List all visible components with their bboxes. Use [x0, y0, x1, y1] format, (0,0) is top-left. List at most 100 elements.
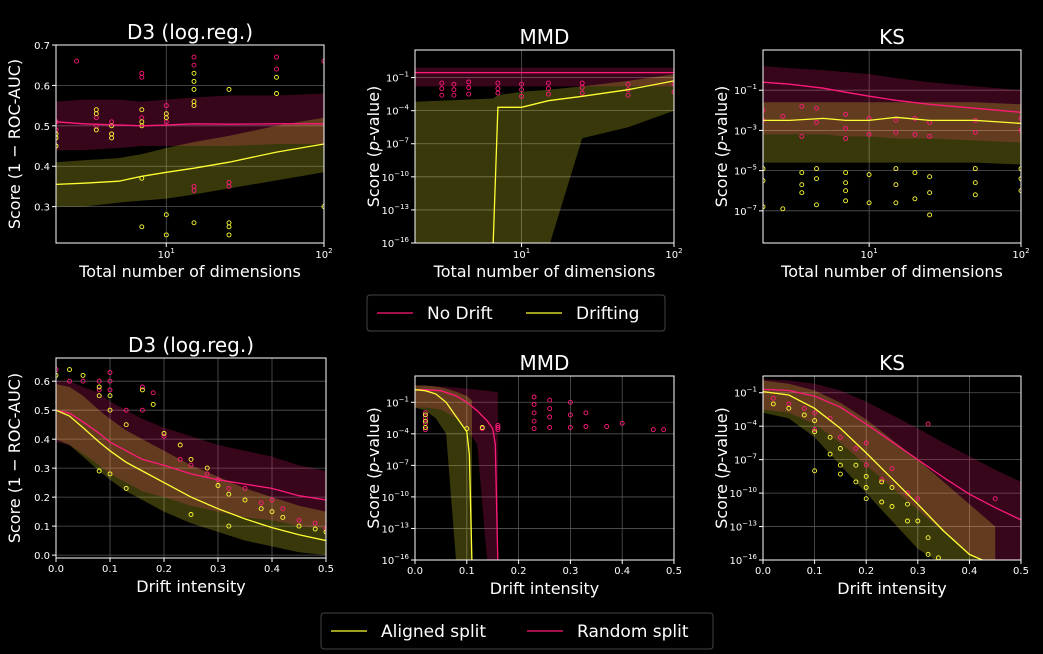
- data-point: [107, 370, 113, 375]
- tick-base: 10: [381, 524, 394, 535]
- data-point: [312, 526, 318, 532]
- chart-title: KS: [879, 25, 905, 49]
- data-point: [280, 514, 286, 520]
- data-point: [837, 462, 843, 468]
- data-point: [191, 62, 197, 68]
- data-point: [107, 471, 113, 477]
- data-point: [866, 131, 872, 137]
- x-tick-label: 101: [513, 247, 530, 261]
- data-point: [925, 421, 931, 427]
- data-point: [321, 204, 324, 210]
- x-tick-label: 102: [315, 247, 332, 261]
- y-tick-label: 0.2: [34, 493, 50, 504]
- data-point: [863, 462, 869, 468]
- tick-base: 10: [158, 250, 171, 261]
- tick-base: 10: [734, 422, 747, 433]
- tick-base: 10: [729, 489, 742, 500]
- data-point: [893, 182, 899, 188]
- y-tick-label: 10−7: [734, 204, 757, 218]
- data-point: [191, 220, 197, 226]
- x-tick-label: 0.2: [858, 566, 874, 577]
- data-point: [770, 401, 776, 407]
- x-tick-label: 102: [1012, 247, 1029, 261]
- data-point: [296, 517, 302, 523]
- plot-area: [56, 367, 326, 556]
- data-point: [625, 81, 631, 87]
- data-point: [56, 127, 59, 133]
- data-point: [296, 523, 302, 529]
- tick-base: 10: [386, 107, 399, 118]
- data-point: [927, 174, 933, 180]
- y-label-part: Score (: [712, 473, 731, 529]
- data-point: [163, 212, 169, 218]
- data-point: [188, 462, 194, 468]
- data-point: [226, 224, 232, 230]
- data-point: [879, 499, 885, 505]
- tick-base: 10: [381, 239, 394, 250]
- data-point: [56, 135, 59, 141]
- tick-exponent: 2: [328, 247, 332, 255]
- tick-exponent: −5: [747, 164, 757, 172]
- data-point: [547, 425, 553, 430]
- line-aligned-split: [415, 389, 473, 560]
- data-point: [814, 105, 819, 111]
- data-point: [812, 418, 818, 424]
- y-label-part: -value): [364, 407, 383, 462]
- data-point: [863, 440, 869, 446]
- data-point: [226, 232, 232, 238]
- tick-base: 10: [381, 173, 394, 184]
- line-drifting: [492, 80, 674, 243]
- data-point: [74, 58, 80, 64]
- data-point: [671, 89, 674, 95]
- data-point: [567, 399, 573, 405]
- data-point: [226, 183, 232, 189]
- data-point: [650, 427, 656, 433]
- tick-base: 10: [381, 206, 394, 217]
- y-tick-label: 10−10: [381, 170, 409, 184]
- line-drifting: [763, 116, 1021, 125]
- x-tick-label: 0.5: [1013, 566, 1029, 577]
- data-point: [439, 80, 445, 86]
- data-point: [163, 232, 169, 238]
- data-point: [422, 415, 428, 421]
- line-drifting: [56, 143, 324, 186]
- data-point: [763, 204, 766, 210]
- data-point: [786, 405, 792, 411]
- data-point: [139, 407, 145, 413]
- data-point: [972, 166, 978, 172]
- data-point: [93, 127, 99, 133]
- tick-base: 10: [861, 250, 874, 261]
- data-point: [889, 466, 895, 472]
- x-tick-label: 0.0: [48, 564, 64, 575]
- y-label-part: p: [364, 141, 383, 152]
- chart-panel: 0.0 0.1 0.2 0.3 0.4 0.5 0.0 0.1 0.2 0.3 0.4 0.5 0.6 D…: [5, 333, 334, 596]
- tick-exponent: −10: [394, 490, 409, 498]
- x-axis-label: Drift intensity: [490, 579, 599, 598]
- data-point: [139, 74, 145, 80]
- data-point: [204, 465, 210, 471]
- data-point: [619, 420, 625, 426]
- y-tick-label: 10−1: [386, 71, 409, 85]
- data-point: [780, 206, 786, 212]
- data-point: [531, 418, 537, 424]
- legend-box: [366, 294, 666, 332]
- chart-title: MMD: [520, 25, 570, 49]
- tick-exponent: −10: [394, 170, 409, 178]
- data-point: [843, 111, 849, 117]
- y-tick-label: 10−7: [386, 458, 409, 472]
- tick-base: 10: [734, 456, 747, 467]
- data-point: [191, 70, 197, 76]
- band-drifting: [56, 117, 324, 207]
- axes-frame: [414, 49, 675, 244]
- data-point: [242, 485, 248, 491]
- data-point: [123, 485, 129, 491]
- y-tick-label: 10−1: [386, 395, 409, 409]
- y-tick-label: 0.3: [34, 203, 50, 214]
- tick-exponent: −1: [399, 71, 409, 79]
- band-drifting: [763, 102, 1021, 165]
- tick-base: 10: [729, 556, 742, 567]
- data-point: [837, 471, 843, 477]
- data-point: [274, 74, 279, 80]
